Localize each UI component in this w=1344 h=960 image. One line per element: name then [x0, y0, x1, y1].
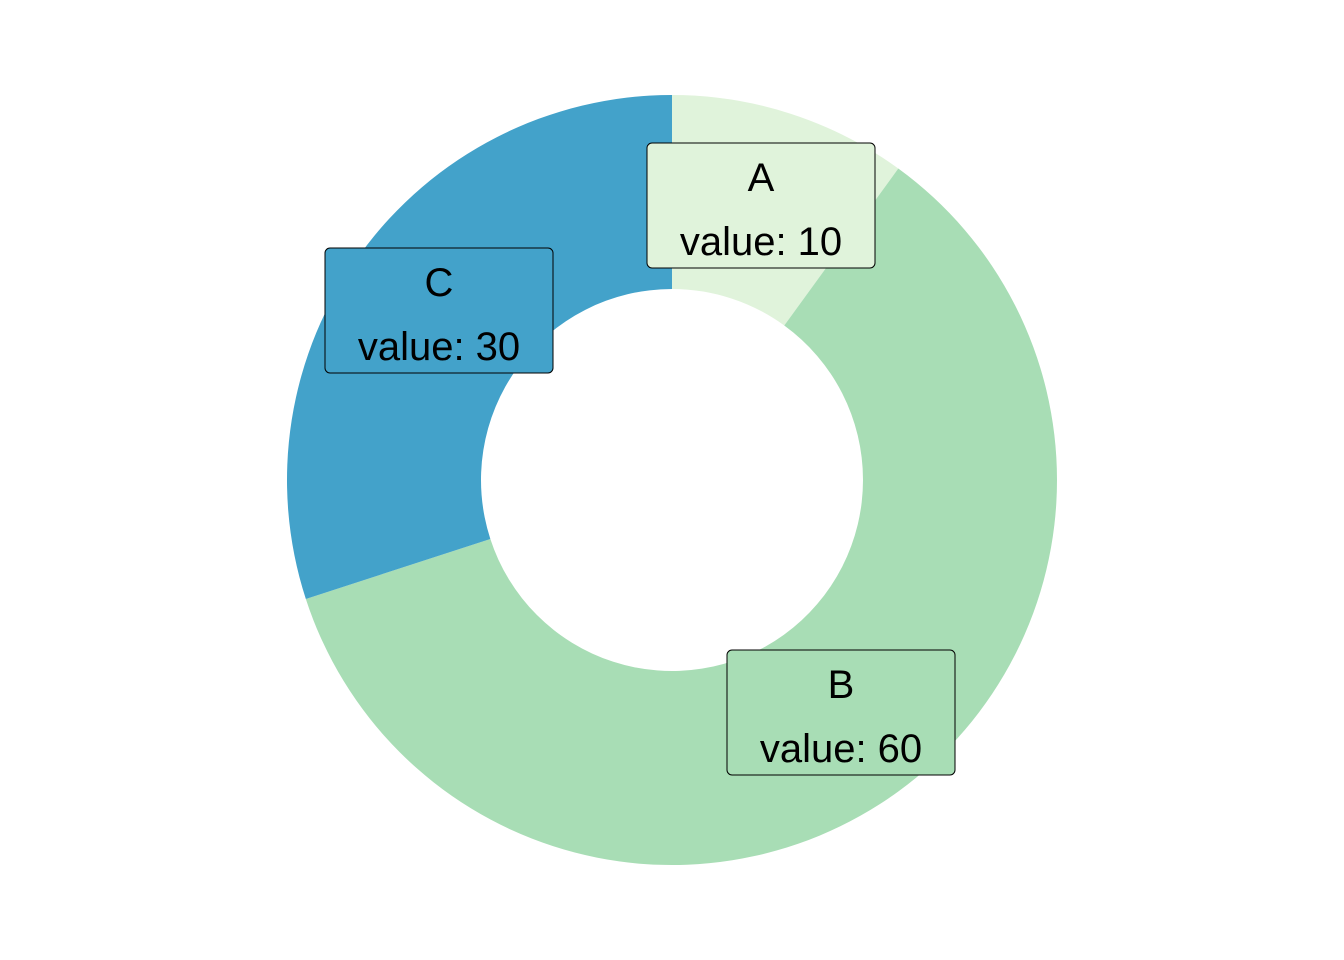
label-value-c: value: 30 — [358, 325, 520, 369]
label-box-c — [324, 247, 554, 374]
label-category-c: C — [425, 261, 454, 305]
label-value-b: value: 60 — [760, 727, 922, 771]
label-value-a: value: 10 — [680, 220, 842, 264]
label-category-a: A — [748, 156, 775, 200]
label-box-a — [646, 142, 876, 269]
label-category-b: B — [828, 663, 855, 707]
label-box-b — [726, 649, 956, 776]
